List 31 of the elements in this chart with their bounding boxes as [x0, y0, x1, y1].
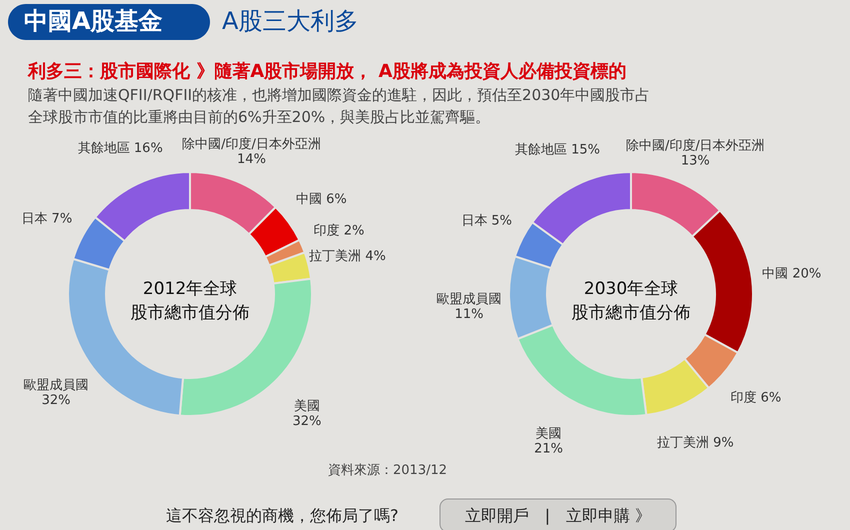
- slice-label: 日本 5%: [461, 213, 512, 228]
- slice-label: 印度 6%: [730, 389, 782, 406]
- text: 這不容忽視的商機，您佈局了嗎?: [166, 506, 398, 525]
- slice-label: 中國 6%: [296, 192, 347, 208]
- slice-label: 其餘地區 15%: [514, 142, 600, 158]
- text: 立即開戶 | 立即申購 》: [464, 506, 652, 525]
- slice-label: 中國 20%: [762, 266, 822, 282]
- slice-label: 印度 2%: [314, 222, 364, 238]
- text: 2030年全球股市總市值分佈: [572, 279, 690, 323]
- data-label: 13%: [680, 153, 710, 168]
- slice-label: 除中國/印度/日本外亞洲: [182, 136, 321, 152]
- source-note: 資料來源：2013/12: [328, 463, 448, 478]
- text: 利多三：股市國際化 》隨著A股市場開放， A股將成為投資人必備投資標的: [27, 61, 626, 82]
- data-label: 11%: [454, 307, 484, 322]
- slice-label: 除中國/印度/日本外亞洲: [626, 137, 765, 154]
- text: 隨著中國加速QFII/RQFII的核准，也將增加國際資金的進駐，因此，預估至2030年中國股市占全球股市市值的比重將由目前的6%升至20%，與美股占比並駕齊驅。: [28, 86, 650, 126]
- data-label: 21%: [534, 441, 563, 456]
- slice-label: 美國: [294, 398, 320, 414]
- slice-label: 歐盟成員國: [24, 378, 89, 394]
- slice-label: 歐盟成員國: [436, 292, 502, 308]
- text: 2012年全球股市總市值分佈: [130, 279, 250, 323]
- slice-label: 日本 7%: [21, 211, 72, 226]
- data-label: 14%: [237, 152, 266, 168]
- slice-label: 美國: [536, 425, 562, 442]
- slice-label: 拉丁美洲 9%: [656, 434, 734, 451]
- data-label: 32%: [42, 393, 71, 408]
- text: 中國A股基金: [24, 7, 163, 35]
- text: A股三大利多: [222, 7, 358, 35]
- slice-label: 其餘地區 16%: [78, 140, 163, 156]
- slice-label: 拉丁美洲 4%: [309, 248, 386, 264]
- data-label: 32%: [292, 414, 322, 430]
